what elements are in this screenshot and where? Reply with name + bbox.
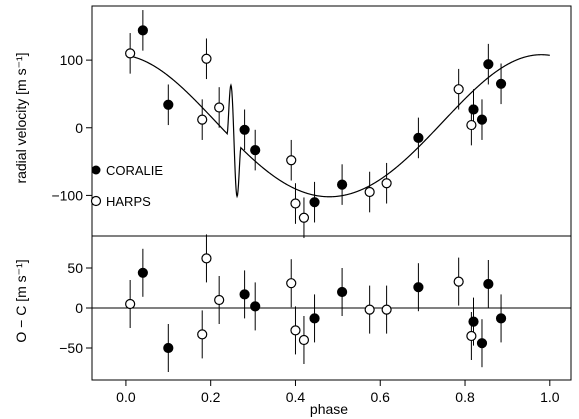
coralie-data-point [137,267,148,278]
coralie-data-point [495,78,507,89]
legend: CORALIE HARPS [90,163,163,209]
harps-data-point [290,325,301,336]
legend-coralie-label: CORALIE [106,163,163,178]
coralie-data-point [309,197,320,208]
rv-y-axis-label: radial velocity [m s⁻¹] [13,52,29,183]
x-tick-label: 0.6 [371,389,391,405]
harps-data-point [364,304,375,315]
harps-data-point [298,212,310,223]
residual-y-axis-label: O − C [m s⁻¹] [13,259,29,342]
coralie-data-point [413,132,424,144]
axis-labels: radial velocity [m s⁻¹] O − C [m s⁻¹] ph… [13,52,348,417]
coralie-data-point [336,286,348,298]
coralie-data-point [239,289,250,300]
coralie-data-point [476,114,488,125]
rv-plot-frame [91,5,572,237]
harps-data-point [125,48,136,59]
harps-data-point [381,178,392,189]
harps-data-point [364,186,375,198]
coralie-data-point [336,179,348,190]
coralie-data-point [483,59,494,70]
harps-data-point [453,84,464,95]
harps-data-point [201,53,212,64]
coralie-data-point [163,99,174,110]
harps-data-point [453,276,464,287]
harps-data-point [214,102,225,113]
x-tick-label: 0.0 [116,389,136,405]
coralie-data-point [476,338,488,349]
y-tick-label: 0 [75,120,83,136]
x-tick-label: 0.4 [286,389,306,405]
harps-data-point [466,330,477,342]
coralie-data-point [250,144,261,156]
x-tick-label: 0.2 [201,389,221,405]
residuals-panel: −50 0 50 0.0 0.2 0.4 0.6 0.8 1.0 [59,234,572,405]
x-axis-label: phase [310,401,348,417]
y-tick-label: 100 [60,52,84,68]
coralie-data-point [239,124,250,135]
harps-data-point [298,334,310,346]
legend-harps-marker [90,195,102,207]
harps-data-point [290,198,301,209]
y-tick-label: 0 [75,300,83,316]
harps-data-point [214,294,225,306]
legend-harps-label: HARPS [106,194,151,209]
y-tick-label: −50 [59,340,83,356]
harps-data-point [197,114,208,125]
y-tick-label: 50 [67,260,83,276]
harps-data-point [286,278,297,289]
coralie-data-point [495,313,507,324]
harps-data-point [466,119,477,131]
harps-data-point [381,304,392,315]
harps-data-point [286,155,297,166]
coralie-data-point [250,301,261,312]
coralie-data-point [468,104,479,115]
harps-data-point [197,329,208,340]
coralie-data-point [468,316,479,327]
x-tick-label: 0.8 [455,389,475,405]
coralie-data-point [413,282,424,293]
y-tick-label: −100 [51,187,83,203]
rv-panel: −100 0 100 [51,5,572,239]
coralie-data-point [163,342,174,354]
harps-data-point [125,298,136,310]
harps-data-point [201,253,212,264]
legend-coralie-marker [91,165,101,175]
model-curve [125,54,550,199]
x-tick-label: 1.0 [540,389,560,405]
coralie-data-point [309,313,320,324]
coralie-data-point [483,278,494,290]
coralie-data-point [137,25,148,36]
